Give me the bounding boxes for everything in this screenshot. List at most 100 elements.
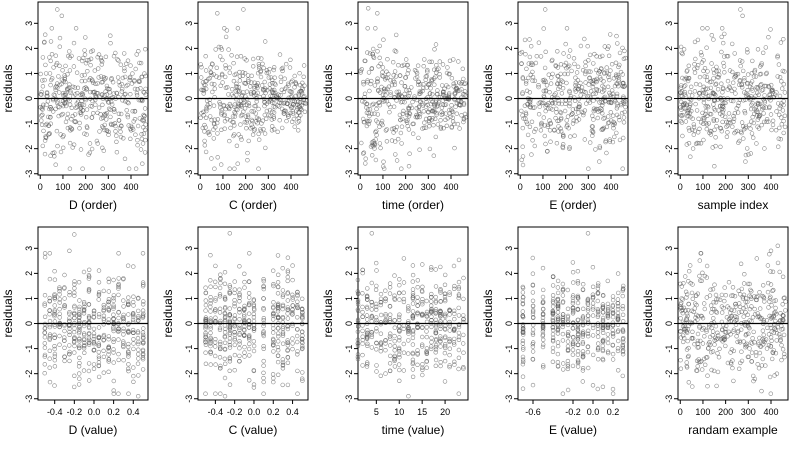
residual-point (704, 74, 710, 80)
residual-point (536, 40, 542, 45)
residual-point (222, 26, 227, 31)
residual-point (98, 55, 104, 60)
residual-point (133, 132, 138, 137)
residual-point (555, 324, 561, 330)
residual-point (620, 344, 625, 349)
residual-point (67, 125, 73, 130)
x-tick-label: 100 (695, 182, 710, 192)
residual-point (219, 112, 224, 117)
residual-point (561, 134, 566, 139)
residual-point (116, 310, 121, 315)
residual-point (232, 287, 238, 292)
residual-point (564, 26, 570, 31)
residual-point (280, 341, 286, 346)
residual-point (232, 102, 238, 107)
residual-point (47, 379, 53, 385)
residual-point (396, 314, 402, 320)
residual-point (223, 361, 228, 366)
residual-point (388, 343, 393, 348)
residual-point (769, 303, 774, 308)
residual-point (433, 309, 438, 314)
residual-point (139, 136, 145, 142)
residual-point (555, 278, 561, 284)
residual-point (755, 124, 760, 129)
residual-point (719, 81, 724, 86)
residual-point (591, 117, 596, 122)
residual-point (540, 342, 546, 347)
residual-point (232, 352, 238, 358)
residual-point (72, 279, 77, 284)
residual-point (404, 110, 410, 116)
residual-point (783, 299, 788, 304)
residual-point (407, 111, 413, 117)
residual-point (393, 152, 398, 157)
residual-point (222, 281, 228, 286)
residual-point (742, 78, 747, 83)
residual-point (400, 63, 405, 69)
residual-point (735, 103, 741, 109)
residual-point (539, 121, 544, 127)
residual-point (420, 334, 425, 340)
residual-point (374, 326, 379, 331)
residual-point (218, 363, 223, 369)
residual-point (595, 326, 601, 332)
residual-point (555, 343, 561, 349)
residual-point (275, 359, 281, 365)
residual-point (377, 141, 383, 146)
residual-point (564, 122, 570, 128)
residual-point (687, 128, 692, 133)
residual-point (452, 316, 457, 322)
residual-point (52, 322, 57, 327)
residual-point (560, 314, 566, 320)
residual-point (46, 123, 51, 128)
residual-point (232, 298, 237, 303)
residual-point (415, 285, 420, 290)
residual-point (111, 293, 117, 298)
residual-point (523, 110, 529, 116)
residual-point (68, 89, 73, 94)
residual-point (67, 349, 72, 355)
residual-point (410, 309, 416, 314)
residual-point (461, 275, 466, 281)
residual-point (217, 292, 223, 297)
residual-point (378, 345, 384, 350)
residual-point (243, 81, 248, 86)
residual-point (528, 43, 534, 49)
residual-point (580, 314, 586, 319)
residual-point (387, 318, 393, 323)
y-tick-label: -3 (24, 170, 34, 178)
residual-point (601, 79, 606, 84)
residual-point (593, 106, 599, 112)
residual-point (565, 347, 571, 352)
residual-point (126, 166, 132, 171)
x-tick-label: 15 (417, 407, 427, 417)
residual-point (111, 337, 116, 342)
residual-point (742, 110, 748, 116)
residual-point (580, 340, 586, 345)
residual-point (723, 100, 728, 106)
residual-point (433, 317, 438, 322)
residual-point (572, 133, 577, 138)
residual-point (82, 52, 88, 57)
residual-point (433, 344, 439, 350)
residual-point (717, 125, 723, 131)
residual-point (204, 108, 209, 114)
residual-point (208, 65, 213, 70)
residual-point (114, 90, 119, 96)
residual-point (213, 315, 218, 320)
residual-point (42, 362, 47, 367)
residual-point (285, 298, 290, 303)
residual-point (520, 322, 526, 327)
residual-point (210, 62, 215, 67)
residual-point (424, 351, 429, 356)
residual-point (614, 91, 620, 97)
residual-point (292, 73, 297, 79)
residual-point (227, 70, 233, 75)
residual-point (374, 320, 379, 325)
residual-point (620, 349, 626, 355)
residual-point (706, 121, 711, 126)
residual-point (429, 335, 434, 341)
residual-point (600, 343, 605, 349)
residual-point (442, 282, 448, 287)
residual-point (205, 102, 211, 108)
